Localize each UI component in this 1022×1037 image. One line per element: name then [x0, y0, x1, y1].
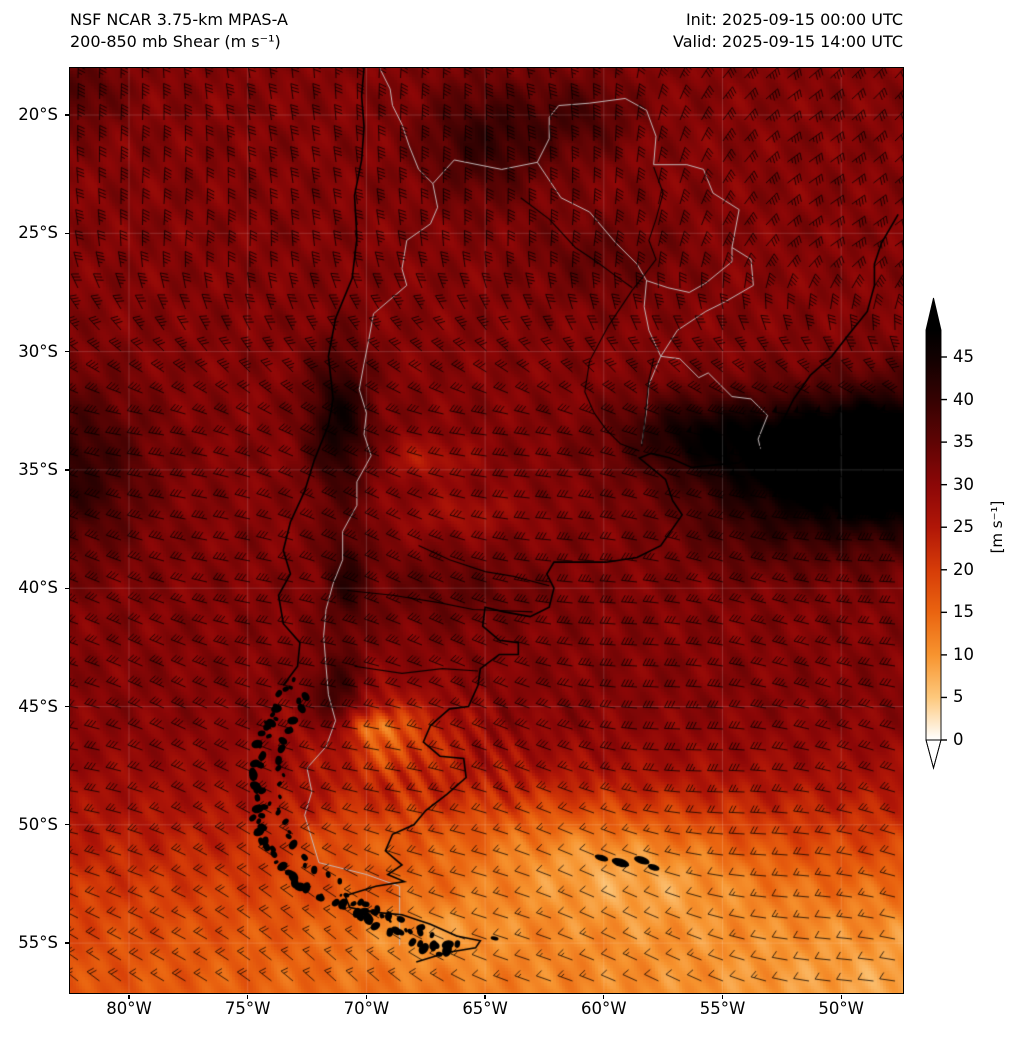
x-tick-mark	[247, 994, 249, 999]
y-tick-mark	[64, 705, 69, 708]
run-info: Init: 2025-09-15 00:00 UTC Valid: 2025-0…	[673, 9, 903, 53]
x-tick-mark	[603, 994, 605, 999]
colorbar-tick-label: 30	[953, 474, 974, 494]
figure-title: NSF NCAR 3.75-km MPAS-A 200-850 mb Shear…	[70, 9, 288, 53]
x-tick-mark	[721, 994, 724, 999]
colorbar-tick-label: 25	[953, 517, 974, 537]
y-tick-label: 30°S	[18, 341, 58, 361]
valid-time: Valid: 2025-09-15 14:00 UTC	[672, 32, 903, 51]
x-tick-label: 60°W	[581, 999, 627, 1018]
x-tick-mark	[840, 994, 842, 999]
title-line-2: 200-850 mb Shear (m s⁻¹)	[70, 32, 281, 51]
y-tick-mark	[64, 824, 69, 826]
y-tick-label: 35°S	[18, 459, 58, 479]
x-tick-label: 80°W	[106, 999, 152, 1018]
x-tick-label: 65°W	[462, 999, 508, 1018]
colorbar-tick-label: 0	[953, 730, 964, 749]
colorbar-gradient	[925, 297, 947, 770]
x-tick-label: 50°W	[818, 999, 864, 1018]
colorbar-label: [m s⁻¹]	[988, 500, 1006, 554]
y-tick-mark	[64, 469, 69, 471]
y-tick-label: 55°S	[18, 933, 58, 953]
y-tick-label: 45°S	[18, 696, 58, 716]
colorbar-tick-label: 15	[953, 602, 974, 622]
y-tick-label: 50°S	[18, 814, 58, 834]
x-tick-mark	[484, 994, 486, 999]
x-tick-label: 55°W	[699, 999, 746, 1018]
y-tick-mark	[64, 942, 69, 944]
x-tick-mark	[365, 994, 368, 999]
map-canvas	[69, 67, 903, 993]
y-tick-mark	[64, 587, 69, 589]
title-line-1: NSF NCAR 3.75-km MPAS-A	[70, 10, 288, 29]
y-tick-label: 25°S	[18, 223, 58, 243]
y-tick-label: 20°S	[18, 105, 58, 124]
x-tick-mark	[128, 994, 130, 999]
colorbar-tick-label: 40	[953, 389, 974, 409]
y-tick-mark	[64, 114, 69, 116]
colorbar-tick-label: 5	[953, 687, 964, 707]
colorbar-tick-label: 20	[953, 559, 974, 579]
y-tick-label: 40°S	[18, 578, 58, 598]
y-tick-mark	[64, 350, 69, 353]
x-tick-label: 75°W	[224, 999, 271, 1018]
y-tick-mark	[64, 232, 69, 234]
colorbar-tick-label: 45	[953, 347, 974, 366]
colorbar-tick-label: 10	[953, 644, 974, 664]
colorbar-tick-label: 35	[953, 432, 974, 452]
x-tick-label: 70°W	[343, 999, 390, 1018]
map-plot	[68, 66, 904, 994]
init-time: Init: 2025-09-15 00:00 UTC	[685, 10, 903, 29]
